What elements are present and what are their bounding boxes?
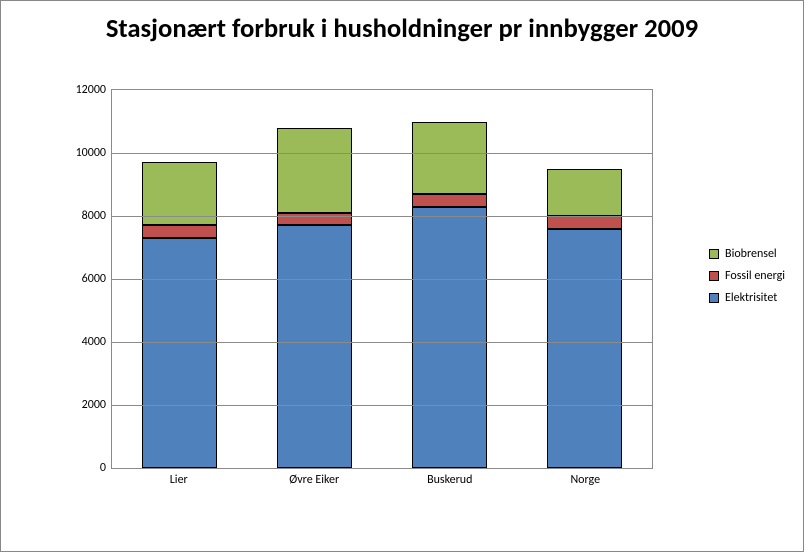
grid-line [112, 405, 652, 406]
legend-swatch [709, 249, 719, 259]
y-tick-label: 10000 [76, 146, 112, 160]
bar [412, 122, 486, 468]
y-tick-label: 8000 [82, 209, 112, 223]
legend-item: Elektrisitet [709, 291, 785, 305]
grid-line [112, 153, 652, 154]
grid-line [112, 279, 652, 280]
y-tick-label: 6000 [82, 272, 112, 286]
legend: Biobrensel Fossil energi Elektrisitet [709, 247, 785, 305]
legend-label: Elektrisitet [725, 291, 777, 305]
plot-wrap: kWh/innbygger 02000400060008000100001200… [63, 89, 653, 499]
bar-segment-elektrisitet [277, 225, 351, 468]
bar-segment-fossil-energi [277, 213, 351, 226]
bar-segment-elektrisitet [547, 229, 621, 468]
legend-label: Biobrensel [725, 247, 777, 261]
x-tick-label: Norge [518, 473, 654, 495]
y-tick-label: 2000 [82, 398, 112, 412]
bar-segment-biobrensel [277, 128, 351, 213]
x-tick-label: Øvre Eiker [247, 473, 383, 495]
bar-segment-fossil-energi [142, 225, 216, 238]
legend-label: Fossil energi [725, 269, 785, 283]
bar-segment-biobrensel [412, 122, 486, 194]
x-tick-label: Lier [111, 473, 247, 495]
bar-segment-fossil-energi [547, 216, 621, 229]
legend-swatch [709, 271, 719, 281]
bar-segment-elektrisitet [412, 207, 486, 468]
bar-segment-elektrisitet [142, 238, 216, 468]
grid-line [112, 216, 652, 217]
bar [142, 162, 216, 468]
x-tick-label: Buskerud [382, 473, 518, 495]
legend-item: Biobrensel [709, 247, 785, 261]
grid-line [112, 342, 652, 343]
bar-segment-fossil-energi [412, 194, 486, 207]
y-tick-label: 4000 [82, 335, 112, 349]
bar [547, 169, 621, 468]
bar [277, 128, 351, 468]
chart-container: Stasjonært forbruk i husholdninger pr in… [0, 0, 804, 552]
legend-item: Fossil energi [709, 269, 785, 283]
plot-area: 020004000600080001000012000 [111, 89, 653, 469]
x-axis-labels: LierØvre EikerBuskerudNorge [111, 473, 653, 495]
legend-swatch [709, 293, 719, 303]
y-tick-label: 12000 [76, 83, 112, 97]
bar-segment-biobrensel [547, 169, 621, 216]
chart-title: Stasjonært forbruk i husholdninger pr in… [1, 1, 803, 51]
